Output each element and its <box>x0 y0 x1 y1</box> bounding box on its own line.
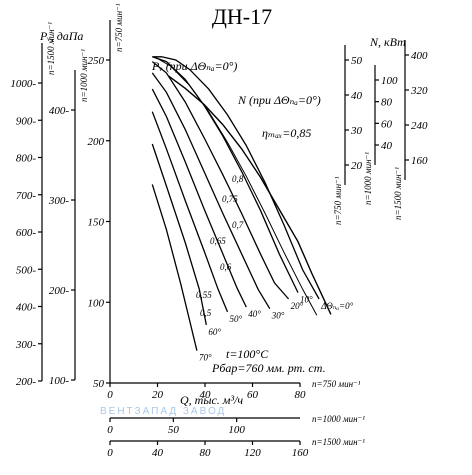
tick-label: 40 <box>381 140 393 152</box>
tick-label: 160 <box>292 447 309 459</box>
axis-speed-label: n=750 мин⁻¹ <box>114 3 124 52</box>
tick-label: 60 <box>247 389 259 401</box>
tick-label: 400- <box>16 302 37 314</box>
efficiency-label: 0,55 <box>196 290 212 300</box>
axis-speed-label: n=1000 мин⁻¹ <box>79 49 89 102</box>
tick-label: 1000- <box>10 78 36 90</box>
tick-label: 40 <box>152 447 164 459</box>
vane-angle-label: ΔΘₙₐ=0° <box>320 301 353 311</box>
tick-label: 800- <box>16 153 37 165</box>
axis-speed-label: n=750 мин⁻¹ <box>312 379 361 389</box>
flow-axis-title: Q, тыс. м³/ч <box>180 393 243 407</box>
tick-label: 0 <box>107 447 113 459</box>
vane-angle-label: 50° <box>230 314 243 324</box>
axes <box>38 20 409 445</box>
tick-label: 20 <box>152 389 164 401</box>
tick-label: 300- <box>15 339 37 351</box>
efficiency-max-label: ηₘₐₓ=0,85 <box>262 126 311 140</box>
efficiency-label: 0,8 <box>232 174 244 184</box>
vane-angle-label: 20° <box>291 301 304 311</box>
axis-speed-label: n=1500 мин⁻¹ <box>393 167 403 220</box>
tick-label: 160 <box>411 155 428 167</box>
pressure-curve-50deg <box>151 111 229 313</box>
tick-label: 900- <box>16 115 37 127</box>
condition-pressure: Pбар=760 мм. рт. ст. <box>211 361 326 375</box>
tick-label: 250 <box>88 55 105 67</box>
pressure-curve-label: Pᵥ (при ΔΘₙₐ=0°) <box>151 59 237 73</box>
vane-angle-label: 70° <box>199 353 212 363</box>
tick-label: 100 <box>228 424 245 436</box>
tick-label: 80 <box>295 389 307 401</box>
pressure-curve-70deg <box>151 184 198 351</box>
tick-label: 50 <box>168 424 180 436</box>
tick-label: 120 <box>244 447 261 459</box>
tick-label: 200 <box>88 136 105 148</box>
tick-label: 150 <box>88 217 105 229</box>
axis-speed-label: n=1500 мин⁻¹ <box>312 437 365 447</box>
axis-speed-label: n=1500 мин⁻¹ <box>46 22 56 75</box>
annotations: ΔΘₙₐ=0° 10°20° 30° 40° 50° 60° 70° Pᵥ (при ΔΘₙₐ… <box>151 59 354 375</box>
efficiency-label: 0,7 <box>232 220 244 230</box>
tick-label: 40 <box>200 389 212 401</box>
tick-label: 20 <box>351 160 363 172</box>
tick-label: 0 <box>107 389 113 401</box>
efficiency-label: 0,5 <box>200 308 212 318</box>
tick-label: 500- <box>16 264 37 276</box>
power-curve <box>168 75 332 315</box>
vane-angle-label: 30° <box>271 311 285 321</box>
condition-temperature: t=100°C <box>226 347 269 361</box>
chart-title: ДН-17 <box>212 4 272 29</box>
tick-label: 100 <box>88 297 105 309</box>
power-curve-label: N (при ΔΘₙₐ=0°) <box>237 93 321 107</box>
tick-label: 0 <box>107 424 113 436</box>
pressure-curve-40deg <box>151 88 247 308</box>
curves <box>151 56 332 351</box>
tick-label: 40 <box>351 90 363 102</box>
efficiency-label: 0,6 <box>220 262 232 272</box>
tick-label: 80 <box>381 97 393 109</box>
tick-label: 200- <box>16 376 37 388</box>
efficiency-label: 0,75 <box>222 194 238 204</box>
vane-angle-label: 40° <box>248 309 261 319</box>
tick-label: 80 <box>200 447 212 459</box>
vane-angle-label: 60° <box>208 327 221 337</box>
tick-label: 320 <box>410 85 428 97</box>
tick-label: 700- <box>16 190 37 202</box>
pressure-curve-30deg <box>151 72 271 310</box>
tick-label: 100 <box>381 75 398 87</box>
pressure-axis-title: Pᵥ, даПа <box>39 29 83 43</box>
tick-label: 400- <box>49 105 70 117</box>
tick-label: 50 <box>93 378 105 390</box>
tick-label: 200- <box>49 285 70 297</box>
vane-angle-label: 10° <box>300 295 313 305</box>
axis-speed-label: n=750 мин⁻¹ <box>333 176 343 225</box>
efficiency-max-curve <box>154 56 318 316</box>
axis-speed-label: n=1000 мин⁻¹ <box>312 414 365 424</box>
efficiency-label: 0,65 <box>210 236 226 246</box>
axis-speed-label: n=1000 мин⁻¹ <box>363 152 373 205</box>
watermark: ВЕНТЗАПАД ЗАВОД <box>100 406 226 417</box>
tick-label: 50 <box>351 55 363 67</box>
power-axis-title: N, кВт <box>369 35 406 49</box>
pressure-curve-60deg <box>151 143 207 326</box>
tick-label: 30 <box>350 125 363 137</box>
tick-label: 600- <box>16 227 37 239</box>
tick-labels: 1000- 900- 800- 700- 600- 500- 400- 300- 200- n=1… <box>10 3 428 459</box>
tick-label: 100- <box>49 375 70 387</box>
pressure-curve-20deg <box>151 61 290 300</box>
pressure-curve-0deg <box>152 56 320 300</box>
tick-label: 240 <box>411 120 428 132</box>
tick-label: 60 <box>381 118 393 130</box>
tick-label: 300- <box>48 195 70 207</box>
tick-label: 400 <box>411 50 428 62</box>
